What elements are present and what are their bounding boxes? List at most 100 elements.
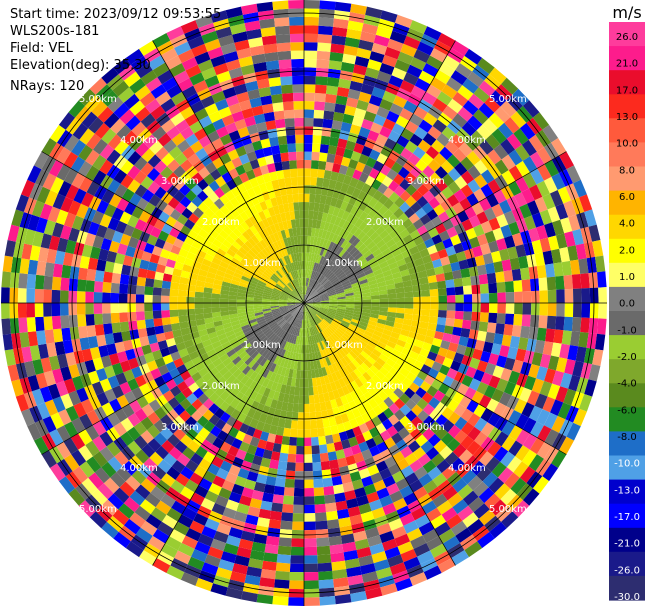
velocity-cell: [389, 228, 400, 239]
velocity-cell: [353, 397, 363, 408]
colorbar-swatch: [609, 407, 645, 432]
velocity-cell: [229, 571, 247, 583]
velocity-cell: [373, 559, 390, 572]
velocity-cell: [99, 144, 115, 160]
velocity-cell: [328, 296, 338, 300]
velocity-cell: [178, 184, 191, 196]
velocity-cell: [581, 303, 591, 318]
velocity-cell: [217, 333, 228, 341]
velocity-cell: [417, 493, 433, 508]
velocity-cell: [93, 292, 103, 303]
velocity-cell: [366, 227, 376, 238]
velocity-cell: [101, 128, 117, 145]
colorbar-swatch: [609, 22, 645, 47]
velocity-cell: [319, 401, 327, 412]
velocity-cell: [466, 193, 479, 207]
velocity-cell: [207, 463, 220, 476]
velocity-cell: [435, 273, 446, 282]
velocity-cell: [228, 464, 241, 476]
velocity-cell: [384, 456, 397, 468]
velocity-cell: [229, 197, 240, 208]
range-label: 2.00km: [366, 217, 404, 228]
velocity-cell: [153, 432, 168, 446]
velocity-cell: [215, 98, 229, 111]
velocity-cell: [285, 246, 291, 255]
velocity-cell: [304, 67, 317, 77]
velocity-cell: [99, 416, 114, 432]
velocity-cell: [491, 461, 507, 478]
velocity-cell: [444, 140, 459, 155]
velocity-cell: [439, 445, 453, 460]
velocity-cell: [139, 259, 150, 270]
velocity-cell: [304, 445, 312, 455]
velocity-cell: [310, 361, 315, 370]
velocity-cell: [295, 218, 300, 228]
velocity-cell: [314, 315, 321, 323]
velocity-cell: [100, 355, 112, 368]
velocity-cell: [78, 445, 93, 462]
velocity-cell: [140, 70, 158, 86]
velocity-cell: [102, 313, 112, 325]
velocity-cell: [344, 311, 354, 317]
velocity-cell: [405, 410, 418, 422]
velocity-cell: [411, 189, 423, 202]
velocity-cell: [411, 404, 423, 417]
velocity-cell: [469, 215, 481, 228]
velocity-cell: [269, 424, 278, 435]
velocity-cell: [76, 387, 89, 403]
velocity-cell: [58, 409, 72, 426]
velocity-cell: [187, 35, 205, 50]
velocity-cell: [254, 148, 265, 159]
velocity-cell: [215, 362, 226, 372]
velocity-cell: [472, 348, 483, 361]
velocity-cell: [341, 346, 350, 356]
velocity-cell: [288, 272, 294, 281]
velocity-cell: [272, 494, 284, 504]
velocity-cell: [260, 95, 273, 106]
velocity-cell: [494, 174, 509, 190]
velocity-cell: [371, 374, 382, 385]
velocity-cell: [395, 312, 405, 319]
velocity-cell: [255, 313, 264, 319]
colorbar-swatch: [609, 118, 645, 143]
velocity-cell: [177, 514, 194, 528]
velocity-cell: [280, 152, 289, 162]
station-text: WLS200s-181: [10, 24, 100, 39]
velocity-cell: [282, 322, 290, 331]
velocity-cell: [145, 514, 162, 529]
velocity-cell: [501, 511, 519, 529]
velocity-cell: [209, 353, 220, 363]
velocity-cell: [529, 437, 545, 455]
velocity-cell: [280, 248, 286, 257]
velocity-cell: [230, 408, 241, 420]
velocity-cell: [249, 390, 259, 401]
velocity-cell: [380, 583, 398, 596]
velocity-cell: [429, 344, 441, 355]
velocity-cell: [430, 77, 447, 92]
velocity-cell: [275, 477, 286, 488]
velocity-cell: [238, 56, 254, 68]
velocity-cell: [369, 94, 383, 107]
velocity-cell: [571, 274, 582, 289]
velocity-cell: [351, 408, 362, 419]
velocity-cell: [166, 408, 179, 422]
velocity-cell: [297, 361, 301, 371]
velocity-cell: [308, 252, 312, 262]
velocity-cell: [395, 238, 406, 249]
velocity-cell: [488, 112, 505, 129]
velocity-cell: [313, 271, 318, 280]
velocity-cell: [254, 268, 264, 276]
velocity-cell: [317, 34, 333, 44]
velocity-cell: [361, 23, 379, 35]
velocity-cell: [270, 145, 281, 155]
velocity-cell: [310, 308, 317, 315]
velocity-cell: [233, 511, 248, 523]
velocity-cell: [489, 521, 507, 539]
velocity-cell: [389, 30, 407, 44]
velocity-cell: [274, 337, 282, 346]
velocity-cell: [220, 215, 231, 226]
velocity-cell: [297, 168, 304, 177]
velocity-cell: [349, 260, 359, 269]
velocity-cell: [211, 311, 221, 318]
velocity-cell: [520, 267, 530, 281]
